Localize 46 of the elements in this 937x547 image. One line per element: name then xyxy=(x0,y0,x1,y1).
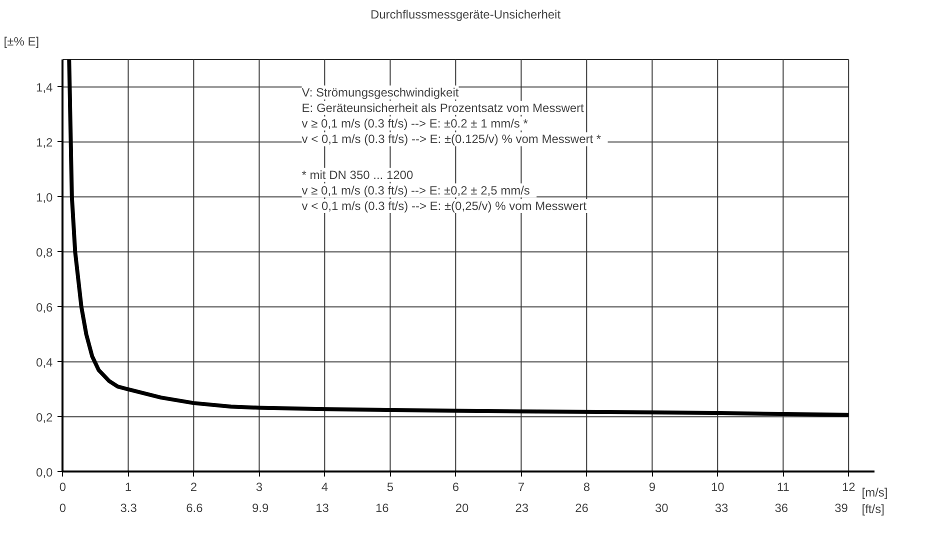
annotation: * mit DN 350 ... 1200 xyxy=(302,168,414,182)
x-tick-label: 7 xyxy=(518,480,525,494)
x2-tick-label: 36 xyxy=(774,500,788,515)
x-tick-label: 8 xyxy=(583,480,590,494)
annotation: v ≥ 0,1 m/s (0.3 ft/s) --> E: ±0.2 ± 1 mm/s * xyxy=(302,116,528,131)
y-tick-label: 0,6 xyxy=(36,300,54,314)
x2-tick-label: 39 xyxy=(834,500,848,515)
x2-tick-label: 33 xyxy=(714,500,729,515)
x-tick-label: 5 xyxy=(386,480,394,494)
x2-tick-label: 6.6 xyxy=(186,500,204,515)
x-tick-label: 3 xyxy=(256,480,263,494)
x-tick-label: 11 xyxy=(776,480,790,494)
y-tick-label: 1,2 xyxy=(36,135,54,150)
chart-title: Durchflussmessgeräte-Unsicherheit xyxy=(370,8,562,22)
y-tick-label: 0,4 xyxy=(36,355,54,370)
annotation: V: Strömungsgeschwindigkeit xyxy=(302,85,460,100)
x2-tick-label: 0 xyxy=(59,500,66,515)
y-tick-label: 1,0 xyxy=(36,190,54,204)
y-tick-label: 0,8 xyxy=(36,245,54,260)
x-axis-title: [m/s] xyxy=(862,485,888,500)
x-tick-label: 0 xyxy=(59,480,66,494)
x-tick-label: 4 xyxy=(321,480,328,494)
x2-axis-title: [ft/s] xyxy=(862,502,884,516)
annotation: E: Geräteunsicherheit als Prozentsatz vom Messwert xyxy=(302,100,585,115)
x-tick-label: 9 xyxy=(648,480,656,494)
x2-tick-label: 16 xyxy=(375,500,390,515)
x-tick-label: 10 xyxy=(710,480,725,494)
y-tick-label: 1,4 xyxy=(36,80,54,94)
annotation: v ≥ 0,1 m/s (0.3 ft/s) --> E: ±0,2 ± 2,5 mm/s xyxy=(302,183,530,198)
x-tick-label: 2 xyxy=(190,480,198,494)
annotation: v < 0,1 m/s (0.3 ft/s) --> E: ±(0,25/v) % vom Messwert xyxy=(302,198,588,213)
x2-tick-label: 13 xyxy=(316,500,330,515)
y-axis-title: [±% E] xyxy=(4,34,40,48)
x-tick-label: 1 xyxy=(124,480,132,494)
annotation: v < 0,1 m/s (0.3 ft/s) --> E: ±(0.125/v) % vom Messwert * xyxy=(302,132,602,146)
y-tick-label: 0,2 xyxy=(36,410,54,424)
x2-tick-label: 30 xyxy=(654,500,669,515)
x2-tick-label: 20 xyxy=(455,500,469,515)
y-tick-label: 0,0 xyxy=(36,465,54,480)
x-tick-label: 12 xyxy=(842,480,856,494)
x2-tick-label: 26 xyxy=(575,500,589,515)
x2-tick-label: 23 xyxy=(515,500,529,515)
line-series xyxy=(67,57,851,417)
x2-tick-label: 3.3 xyxy=(120,500,138,515)
x-tick-label: 6 xyxy=(452,480,460,494)
x2-tick-label: 9.9 xyxy=(252,500,270,515)
